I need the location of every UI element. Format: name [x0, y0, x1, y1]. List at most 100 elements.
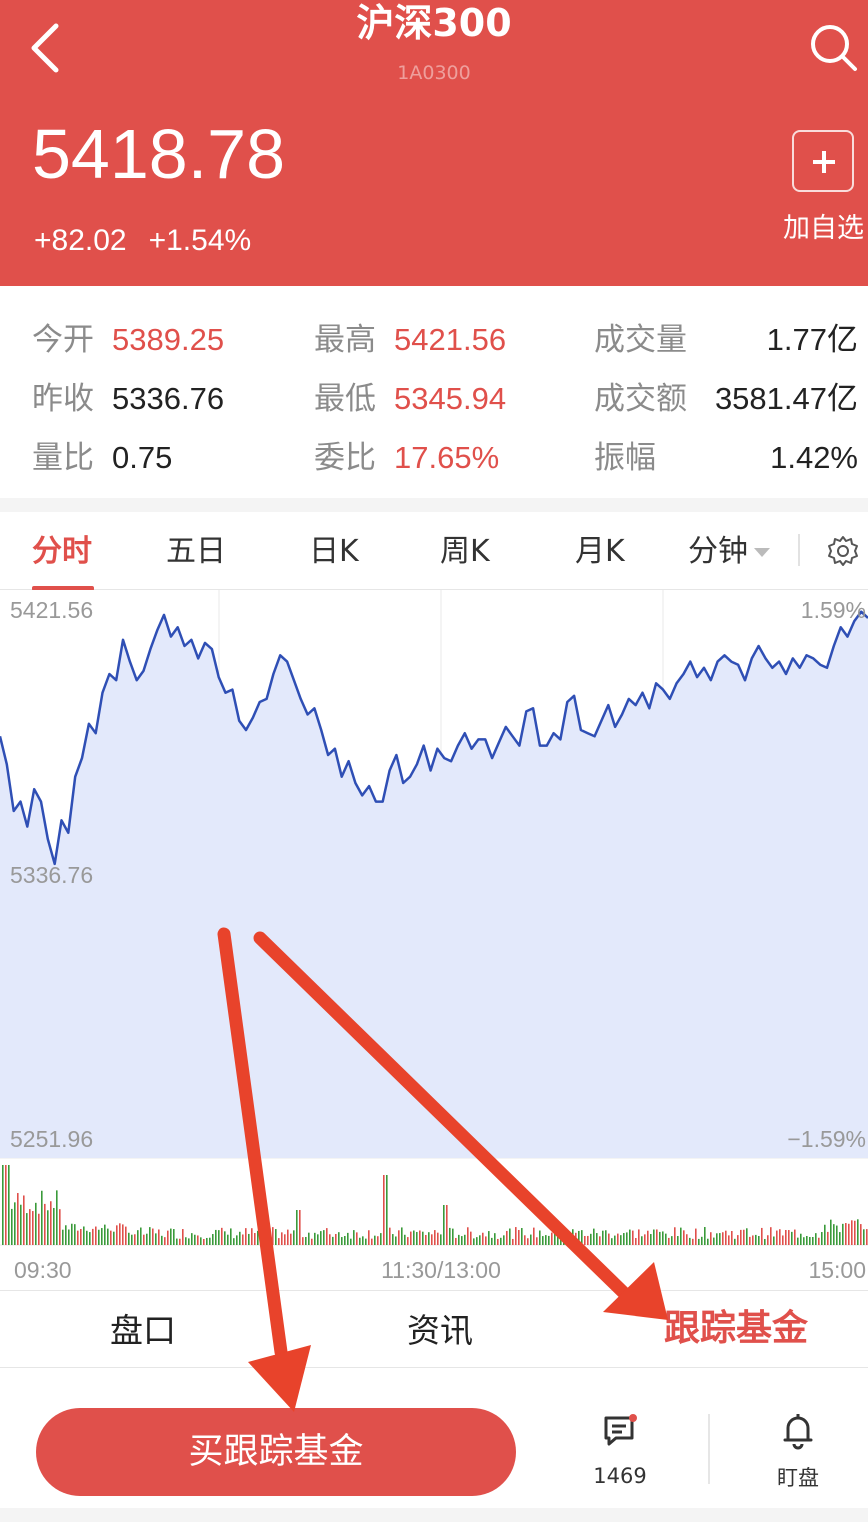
watch-label: 盯盘 — [777, 1466, 819, 1490]
volume-bar — [830, 1219, 832, 1245]
search-button[interactable] — [806, 20, 860, 74]
volume-bar — [602, 1230, 604, 1245]
volume-bar — [392, 1234, 394, 1245]
watch-button[interactable]: 盯盘 — [748, 1410, 848, 1492]
tab-handicap[interactable]: 盘口 — [110, 1311, 176, 1350]
volume-bar — [83, 1226, 85, 1245]
tab-divider — [798, 534, 800, 566]
stat-turnover: 成交额 3581.47亿 — [594, 379, 858, 419]
volume-bar — [239, 1231, 241, 1245]
volume-bar — [290, 1233, 292, 1245]
volume-bar — [155, 1233, 157, 1245]
volume-bar — [65, 1225, 67, 1245]
add-watchlist-label[interactable]: 加自选 — [783, 213, 864, 244]
volume-bar — [716, 1233, 718, 1245]
back-button[interactable] — [22, 18, 72, 78]
tab-monthly-k[interactable]: 月K — [575, 534, 625, 569]
price-change-percent: +1.54% — [148, 224, 252, 257]
volume-bar — [440, 1234, 442, 1245]
volume-bar — [137, 1230, 139, 1245]
volume-bar — [506, 1230, 508, 1245]
volume-bar — [617, 1233, 619, 1245]
volume-bar — [485, 1236, 487, 1245]
tab-weekly-k[interactable]: 周K — [440, 534, 490, 569]
volume-bar — [794, 1229, 796, 1245]
volume-bar — [230, 1228, 232, 1245]
volume-bar — [680, 1227, 682, 1245]
volume-bar — [746, 1228, 748, 1245]
volume-bar — [71, 1223, 73, 1245]
volume-bar — [692, 1238, 694, 1245]
volume-bar — [590, 1233, 592, 1245]
buy-tracking-fund-button[interactable]: 买跟踪基金 — [36, 1408, 516, 1496]
x-axis-mid-label: 11:30/13:00 — [381, 1257, 501, 1283]
volume-bar — [206, 1237, 208, 1245]
volume-bar — [305, 1236, 307, 1245]
volume-bar — [536, 1237, 538, 1245]
volume-bar — [563, 1235, 565, 1245]
volume-bar — [302, 1237, 304, 1245]
plus-icon — [813, 151, 835, 173]
stat-label: 昨收 — [32, 381, 94, 417]
volume-bar — [704, 1227, 706, 1245]
volume-bar — [374, 1235, 376, 1245]
volume-bar — [308, 1232, 310, 1245]
bottom-action-bar: 买跟踪基金 1469 盯盘 — [0, 1368, 868, 1522]
tab-tracking-funds[interactable]: 跟踪基金 — [664, 1308, 809, 1349]
tab-minute[interactable]: 分钟 — [688, 532, 770, 572]
volume-bar — [35, 1202, 37, 1245]
volume-bar — [491, 1237, 493, 1245]
volume-bar — [401, 1227, 403, 1245]
volume-bar — [533, 1227, 535, 1245]
volume-bar — [299, 1210, 301, 1245]
volume-bar — [317, 1234, 319, 1245]
volume-bar — [80, 1228, 82, 1245]
tab-five-day[interactable]: 五日 — [166, 534, 226, 569]
tab-news[interactable]: 资讯 — [407, 1311, 473, 1350]
volume-bar — [92, 1228, 94, 1245]
stat-value: 5336.76 — [112, 381, 225, 416]
volume-bar — [17, 1193, 19, 1245]
volume-bar — [38, 1213, 40, 1245]
volume-bar — [458, 1234, 460, 1245]
volume-bar — [140, 1227, 142, 1245]
chart-settings-button[interactable] — [826, 534, 860, 579]
volume-bar — [377, 1236, 379, 1245]
volume-bar — [662, 1231, 664, 1245]
volume-bar — [569, 1234, 571, 1245]
stat-value: 5345.94 — [394, 381, 507, 416]
volume-bar — [89, 1232, 91, 1245]
stat-volume: 成交量 1.77亿 — [594, 320, 858, 360]
volume-bar — [437, 1232, 439, 1245]
volume-bar — [806, 1235, 808, 1245]
volume-bar — [812, 1236, 814, 1245]
volume-bar — [287, 1229, 289, 1245]
volume-bar — [14, 1202, 16, 1245]
volume-bar — [410, 1231, 412, 1245]
volume-bar — [644, 1234, 646, 1245]
volume-bar — [350, 1238, 352, 1245]
volume-bar — [851, 1220, 853, 1245]
volume-bar — [647, 1230, 649, 1245]
add-watchlist-button[interactable] — [792, 130, 854, 192]
intraday-chart[interactable]: 5421.56 5336.76 5251.96 1.59% −1.59% 09:… — [0, 590, 868, 1290]
volume-bar — [752, 1235, 754, 1245]
volume-bar — [503, 1235, 505, 1245]
divider — [708, 1414, 710, 1484]
comments-button[interactable]: 1469 — [570, 1410, 670, 1488]
volume-bar — [284, 1234, 286, 1245]
volume-bar — [572, 1229, 574, 1245]
stat-value: 1.77亿 — [766, 322, 858, 357]
tab-daily-k[interactable]: 日K — [309, 534, 359, 569]
tab-intraday[interactable]: 分时 — [32, 534, 92, 569]
volume-bar — [725, 1230, 727, 1245]
volume-bar — [197, 1235, 199, 1245]
volume-bar — [587, 1235, 589, 1245]
volume-bar — [605, 1230, 607, 1245]
volume-bar — [788, 1230, 790, 1245]
volume-bar — [359, 1237, 361, 1245]
volume-bar — [494, 1233, 496, 1245]
volume-bar — [86, 1230, 88, 1245]
volume-bar — [779, 1229, 781, 1245]
volume-bar — [77, 1230, 79, 1245]
